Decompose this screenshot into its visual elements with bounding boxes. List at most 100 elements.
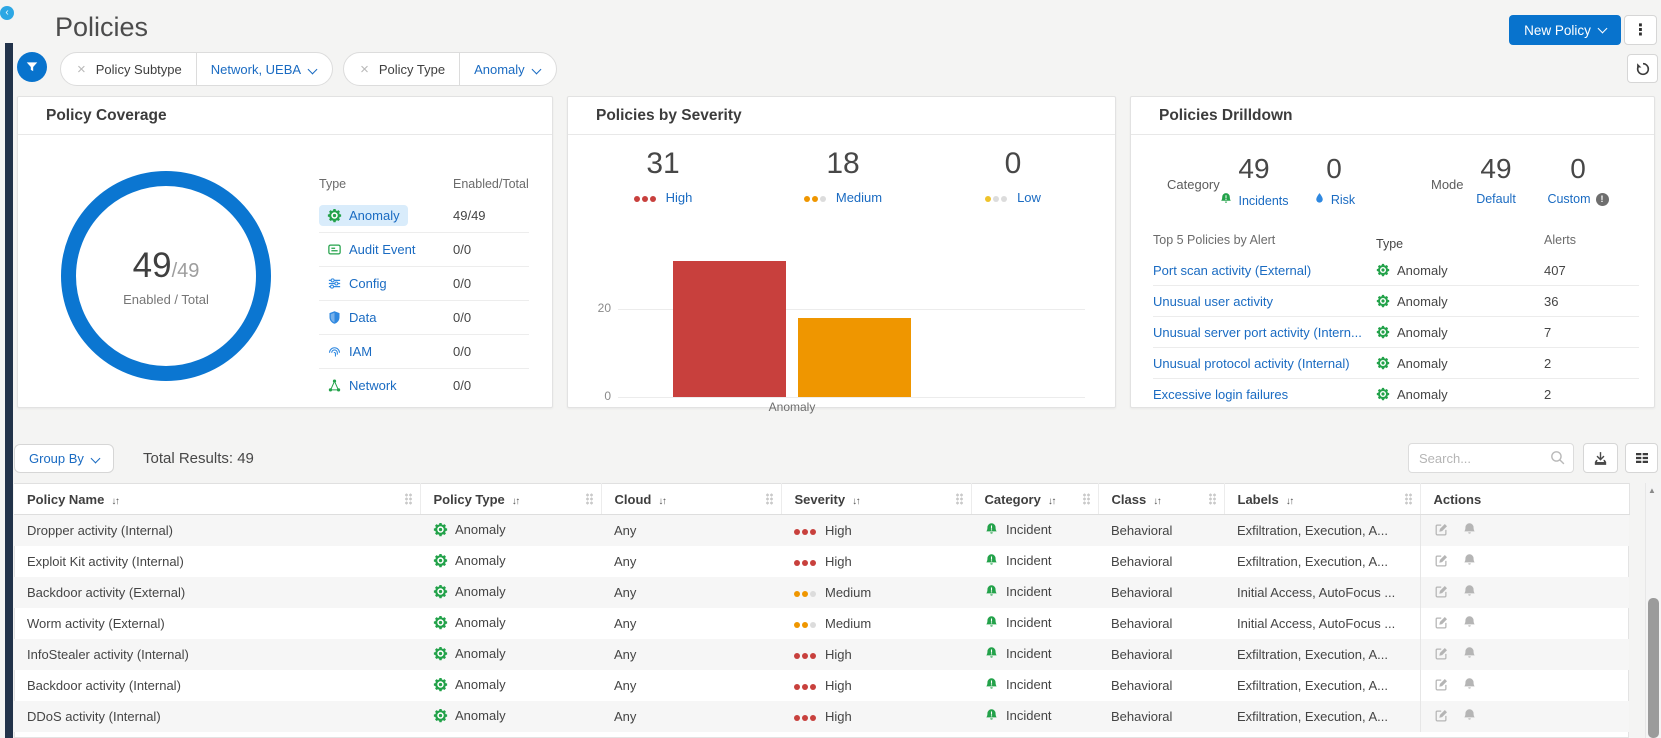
custom-link[interactable]: Custom <box>1547 192 1590 206</box>
column-header-class[interactable]: Class↓↑ <box>1098 484 1224 515</box>
notification-bell-icon[interactable] <box>1462 677 1477 695</box>
notification-bell-icon[interactable] <box>1462 522 1477 540</box>
policy-link[interactable]: Port scan activity (External) <box>1153 263 1376 278</box>
table-row[interactable]: Backdoor activity (Internal)AnomalyAnyHi… <box>14 670 1629 701</box>
type-link-network[interactable]: Network <box>319 375 405 396</box>
type-link-anomaly[interactable]: Anomaly <box>319 205 408 226</box>
column-header-policy-type[interactable]: Policy Type↓↑ <box>420 484 601 515</box>
table-row[interactable]: InfoStealer activity (Internal)AnomalyAn… <box>14 639 1629 670</box>
column-header-category[interactable]: Category↓↑ <box>971 484 1098 515</box>
policy-link[interactable]: Unusual user activity <box>1153 294 1376 309</box>
bar-medium[interactable] <box>798 318 911 397</box>
column-header-labels[interactable]: Labels↓↑ <box>1224 484 1420 515</box>
severity-stat-high: 31 High <box>593 147 733 205</box>
severity-cell: High <box>781 701 971 732</box>
sort-icon[interactable]: ↓↑ <box>852 496 859 507</box>
notification-bell-icon[interactable] <box>1462 553 1477 571</box>
scrollbar-thumb[interactable] <box>1648 598 1659 738</box>
table-row[interactable]: Dropper activity (Internal)AnomalyAnyHig… <box>14 515 1629 547</box>
edit-icon[interactable] <box>1434 677 1449 695</box>
reset-icon[interactable] <box>1627 54 1658 83</box>
policy-link[interactable]: Unusual protocol activity (Internal) <box>1153 356 1376 371</box>
edit-icon[interactable] <box>1434 553 1449 571</box>
risk-link[interactable]: Risk <box>1331 193 1355 207</box>
cloud-cell: Any <box>601 515 781 547</box>
more-actions-button[interactable]: ⋮ <box>1624 15 1657 45</box>
risk-count: 0 <box>1304 153 1364 185</box>
edit-icon[interactable] <box>1434 708 1449 726</box>
default-link[interactable]: Default <box>1476 192 1516 206</box>
new-policy-button[interactable]: New Policy <box>1509 15 1621 45</box>
high-label[interactable]: High <box>666 190 693 205</box>
notification-bell-icon[interactable] <box>1462 615 1477 633</box>
remove-filter-icon[interactable]: × <box>360 61 369 78</box>
column-drag-handle[interactable] <box>1405 494 1412 505</box>
column-drag-handle[interactable] <box>405 494 412 505</box>
notification-bell-icon[interactable] <box>1462 584 1477 602</box>
sort-icon[interactable]: ↓↑ <box>658 496 665 507</box>
policy-link[interactable]: Excessive login failures <box>1153 387 1376 402</box>
policy-name-cell[interactable]: Worm activity (External) <box>14 608 420 639</box>
column-drag-handle[interactable] <box>956 494 963 505</box>
policy-name-cell[interactable]: Backdoor activity (External) <box>14 577 420 608</box>
bar-chart-x-label: Anomaly <box>673 400 911 414</box>
edit-icon[interactable] <box>1434 646 1449 664</box>
sort-icon[interactable]: ↓↑ <box>1048 496 1055 507</box>
network-icon <box>327 378 342 393</box>
sort-icon[interactable]: ↓↑ <box>1286 496 1293 507</box>
scroll-up-icon[interactable]: ▲ <box>1648 486 1656 495</box>
class-cell: Behavioral <box>1098 608 1224 639</box>
type-link-iam[interactable]: IAM <box>319 341 380 362</box>
info-icon[interactable]: ! <box>1596 193 1609 206</box>
sort-icon[interactable]: ↓↑ <box>1153 496 1160 507</box>
severity-dot <box>634 196 640 202</box>
column-header-severity[interactable]: Severity↓↑ <box>781 484 971 515</box>
policy-name-cell[interactable]: Backdoor activity (Internal) <box>14 670 420 701</box>
edit-icon[interactable] <box>1434 615 1449 633</box>
filter-chip-policy-subtype[interactable]: × Policy Subtype Network, UEBA <box>60 52 333 86</box>
table-row[interactable]: Exploit Kit activity (Internal)AnomalyAn… <box>14 546 1629 577</box>
medium-label[interactable]: Medium <box>836 190 882 205</box>
columns-button[interactable] <box>1625 443 1658 473</box>
table-row[interactable]: DDoS activity (Internal)AnomalyAnyHighIn… <box>14 701 1629 732</box>
policy-name-cell[interactable]: DDoS activity (Internal) <box>14 701 420 732</box>
type-link-data[interactable]: Data <box>319 307 384 328</box>
sort-icon[interactable]: ↓↑ <box>111 496 118 507</box>
collapse-sidebar-button[interactable]: ‹ <box>0 6 14 20</box>
edit-icon[interactable] <box>1434 522 1449 540</box>
policy-name-cell[interactable]: Dropper activity (Internal) <box>14 515 420 547</box>
bar-high[interactable] <box>673 261 786 397</box>
column-header-cloud[interactable]: Cloud↓↑ <box>601 484 781 515</box>
remove-filter-icon[interactable]: × <box>77 61 86 78</box>
filter-icon[interactable] <box>17 52 47 82</box>
policy-name-cell[interactable]: Exploit Kit activity (Internal) <box>14 546 420 577</box>
policy-link[interactable]: Unusual server port activity (Intern... <box>1153 325 1376 340</box>
labels-cell: Exfiltration, Execution, A... <box>1224 639 1420 670</box>
table-row[interactable]: Worm activity (External)AnomalyAnyMedium… <box>14 608 1629 639</box>
coverage-table-header: Type Enabled/Total <box>319 177 529 199</box>
sort-icon[interactable]: ↓↑ <box>512 496 519 507</box>
incidents-link[interactable]: Incidents <box>1238 194 1288 208</box>
type-link-audit-event[interactable]: Audit Event <box>319 239 424 260</box>
type-link-config[interactable]: Config <box>319 273 395 294</box>
policy-name-cell[interactable]: InfoStealer activity (Internal) <box>14 639 420 670</box>
download-button[interactable] <box>1583 443 1618 473</box>
filter-chip-value[interactable]: Network, UEBA <box>211 62 316 77</box>
vertical-scrollbar[interactable]: ▲ <box>1645 483 1661 738</box>
column-drag-handle[interactable] <box>586 494 593 505</box>
labels-cell: Exfiltration, Execution, A... <box>1224 515 1420 547</box>
notification-bell-icon[interactable] <box>1462 646 1477 664</box>
column-drag-handle[interactable] <box>1209 494 1216 505</box>
filter-chip-policy-type[interactable]: × Policy Type Anomaly <box>343 52 557 86</box>
column-header-policy-name[interactable]: Policy Name↓↑ <box>14 484 420 515</box>
group-by-button[interactable]: Group By <box>14 444 114 473</box>
low-label[interactable]: Low <box>1017 190 1041 205</box>
column-drag-handle[interactable] <box>766 494 773 505</box>
edit-icon[interactable] <box>1434 584 1449 602</box>
filter-chip-value[interactable]: Anomaly <box>474 62 540 77</box>
severity-dot <box>794 529 800 535</box>
notification-bell-icon[interactable] <box>1462 708 1477 726</box>
table-row[interactable]: Backdoor activity (External)AnomalyAnyMe… <box>14 577 1629 608</box>
column-drag-handle[interactable] <box>1083 494 1090 505</box>
severity-dot <box>1001 196 1007 202</box>
